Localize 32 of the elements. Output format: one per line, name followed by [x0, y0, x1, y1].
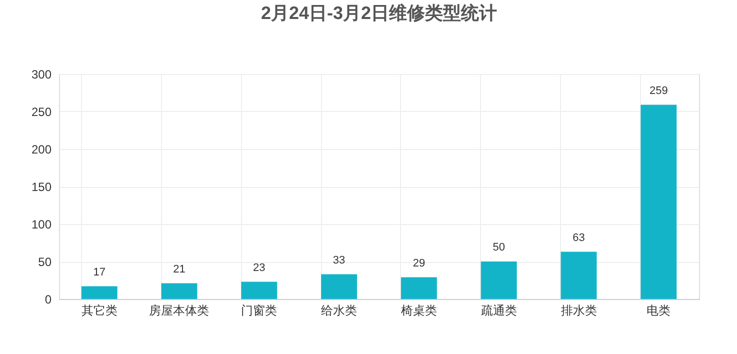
bar [321, 274, 358, 299]
data-label: 33 [332, 254, 346, 266]
bar [640, 104, 677, 299]
x-tick-label: 排水类 [560, 304, 597, 318]
y-tick-label: 300 [31, 68, 52, 82]
chart-title: 2月24日-3月2日维修类型统计 [260, 3, 498, 23]
bar [480, 262, 517, 299]
data-label: 259 [649, 84, 668, 97]
x-tick-label: 椅桌类 [400, 304, 437, 318]
y-tick-label: 50 [38, 255, 52, 269]
x-tick-label: 门窗类 [241, 304, 278, 318]
y-tick-label: 200 [31, 142, 52, 156]
data-label: 50 [492, 242, 505, 254]
x-tick-label: 房屋本体类 [149, 304, 210, 318]
data-label: 29 [412, 257, 426, 270]
bar [400, 277, 437, 299]
bar [81, 286, 118, 299]
x-tick-label: 其它类 [81, 304, 118, 318]
x-tick-label: 疏通类 [480, 304, 517, 318]
y-tick-label: 150 [31, 180, 52, 194]
x-tick-label: 给水类 [321, 304, 358, 318]
y-tick-label: 250 [31, 105, 52, 119]
data-label: 23 [253, 262, 266, 274]
bar [161, 283, 198, 299]
y-tick-label: 100 [31, 218, 52, 232]
bar [241, 282, 278, 299]
data-label: 21 [173, 263, 186, 276]
data-label: 63 [572, 232, 585, 244]
x-tick-label: 电类 [646, 304, 671, 318]
data-label: 17 [93, 266, 106, 278]
y-tick-label: 0 [44, 292, 52, 306]
bar [560, 252, 597, 299]
